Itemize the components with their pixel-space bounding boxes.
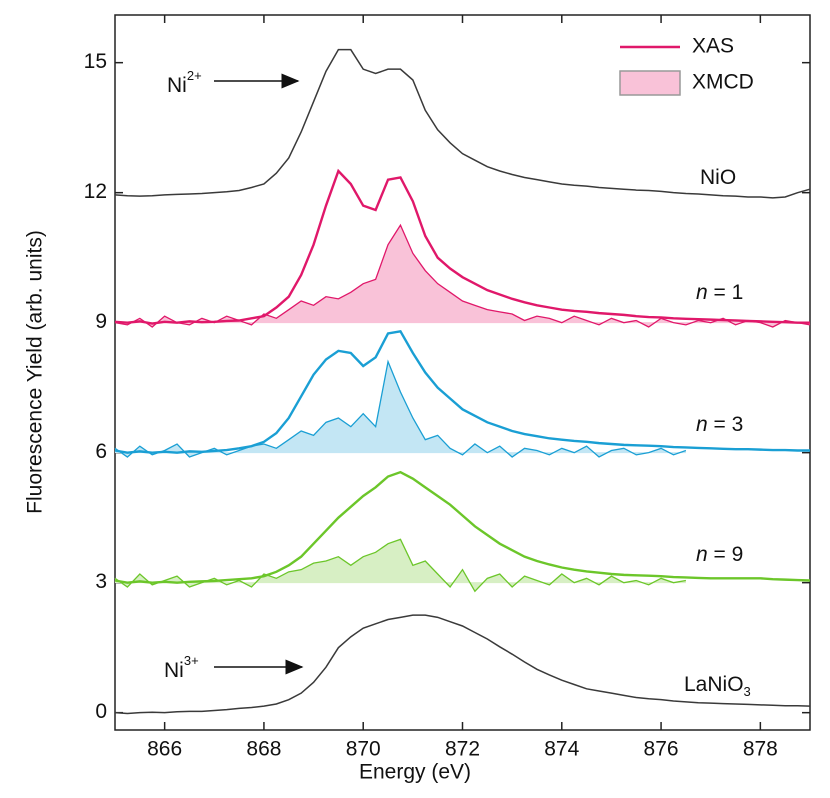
series-label: NiO (700, 166, 736, 189)
xmcd-area (115, 225, 810, 327)
series-label: n = 9 (696, 543, 743, 566)
xas-line (114, 330, 810, 454)
y-tick-label: 12 (84, 180, 107, 203)
series-label-text: = 3 (708, 413, 744, 436)
x-tick-label: 868 (246, 738, 281, 761)
series-label-italic: n (696, 543, 708, 566)
y-tick-label: 15 (84, 50, 107, 73)
xmcd-line (114, 223, 811, 328)
xmcd-area (115, 361, 686, 457)
legend-label: XAS (692, 35, 734, 58)
y-tick-label: 3 (95, 570, 107, 593)
series-label: LaNiO3 (684, 673, 751, 700)
x-tick-label: 872 (445, 738, 480, 761)
y-tick-label: 6 (95, 440, 107, 463)
annotation-text: Ni (164, 659, 184, 682)
y-tick-label: 0 (95, 700, 107, 723)
series-label-italic: n (696, 281, 708, 304)
legend-swatch-area (619, 70, 681, 96)
x-tick-label: 866 (147, 738, 182, 761)
series-label: n = 3 (696, 413, 743, 436)
x-tick-label: 878 (743, 738, 778, 761)
series-label-text: = 1 (708, 281, 744, 304)
annotation: Ni3+ (164, 653, 199, 681)
x-tick-label: 876 (644, 738, 679, 761)
x-tick-label: 874 (544, 738, 579, 761)
series-label-text: = 9 (708, 543, 744, 566)
xmcd-line (114, 359, 687, 458)
annotation-text: Ni (167, 74, 187, 97)
xmcd-area (115, 539, 686, 592)
series-label-text: LaNiO (684, 673, 744, 696)
plot-frame (114, 14, 811, 731)
series-label-sub: 3 (744, 684, 751, 699)
annotation-sup: 3+ (184, 653, 199, 668)
legend-label: XMCD (692, 71, 754, 94)
xas-line (114, 48, 811, 199)
annotation: Ni2+ (167, 68, 202, 96)
xas-line (114, 470, 811, 584)
xas-line (114, 168, 810, 325)
x-axis-label: Energy (eV) (359, 761, 471, 784)
xas-line (114, 614, 811, 715)
series-label: n = 1 (696, 281, 743, 304)
annotation-sup: 2+ (187, 68, 202, 83)
xmcd-line (114, 538, 687, 593)
y-axis-label: Fluorescence Yield (arb. units) (24, 230, 47, 514)
y-tick-label: 9 (95, 310, 107, 333)
series-label-italic: n (696, 413, 708, 436)
series-label-text: NiO (700, 166, 736, 189)
x-tick-label: 870 (346, 738, 381, 761)
